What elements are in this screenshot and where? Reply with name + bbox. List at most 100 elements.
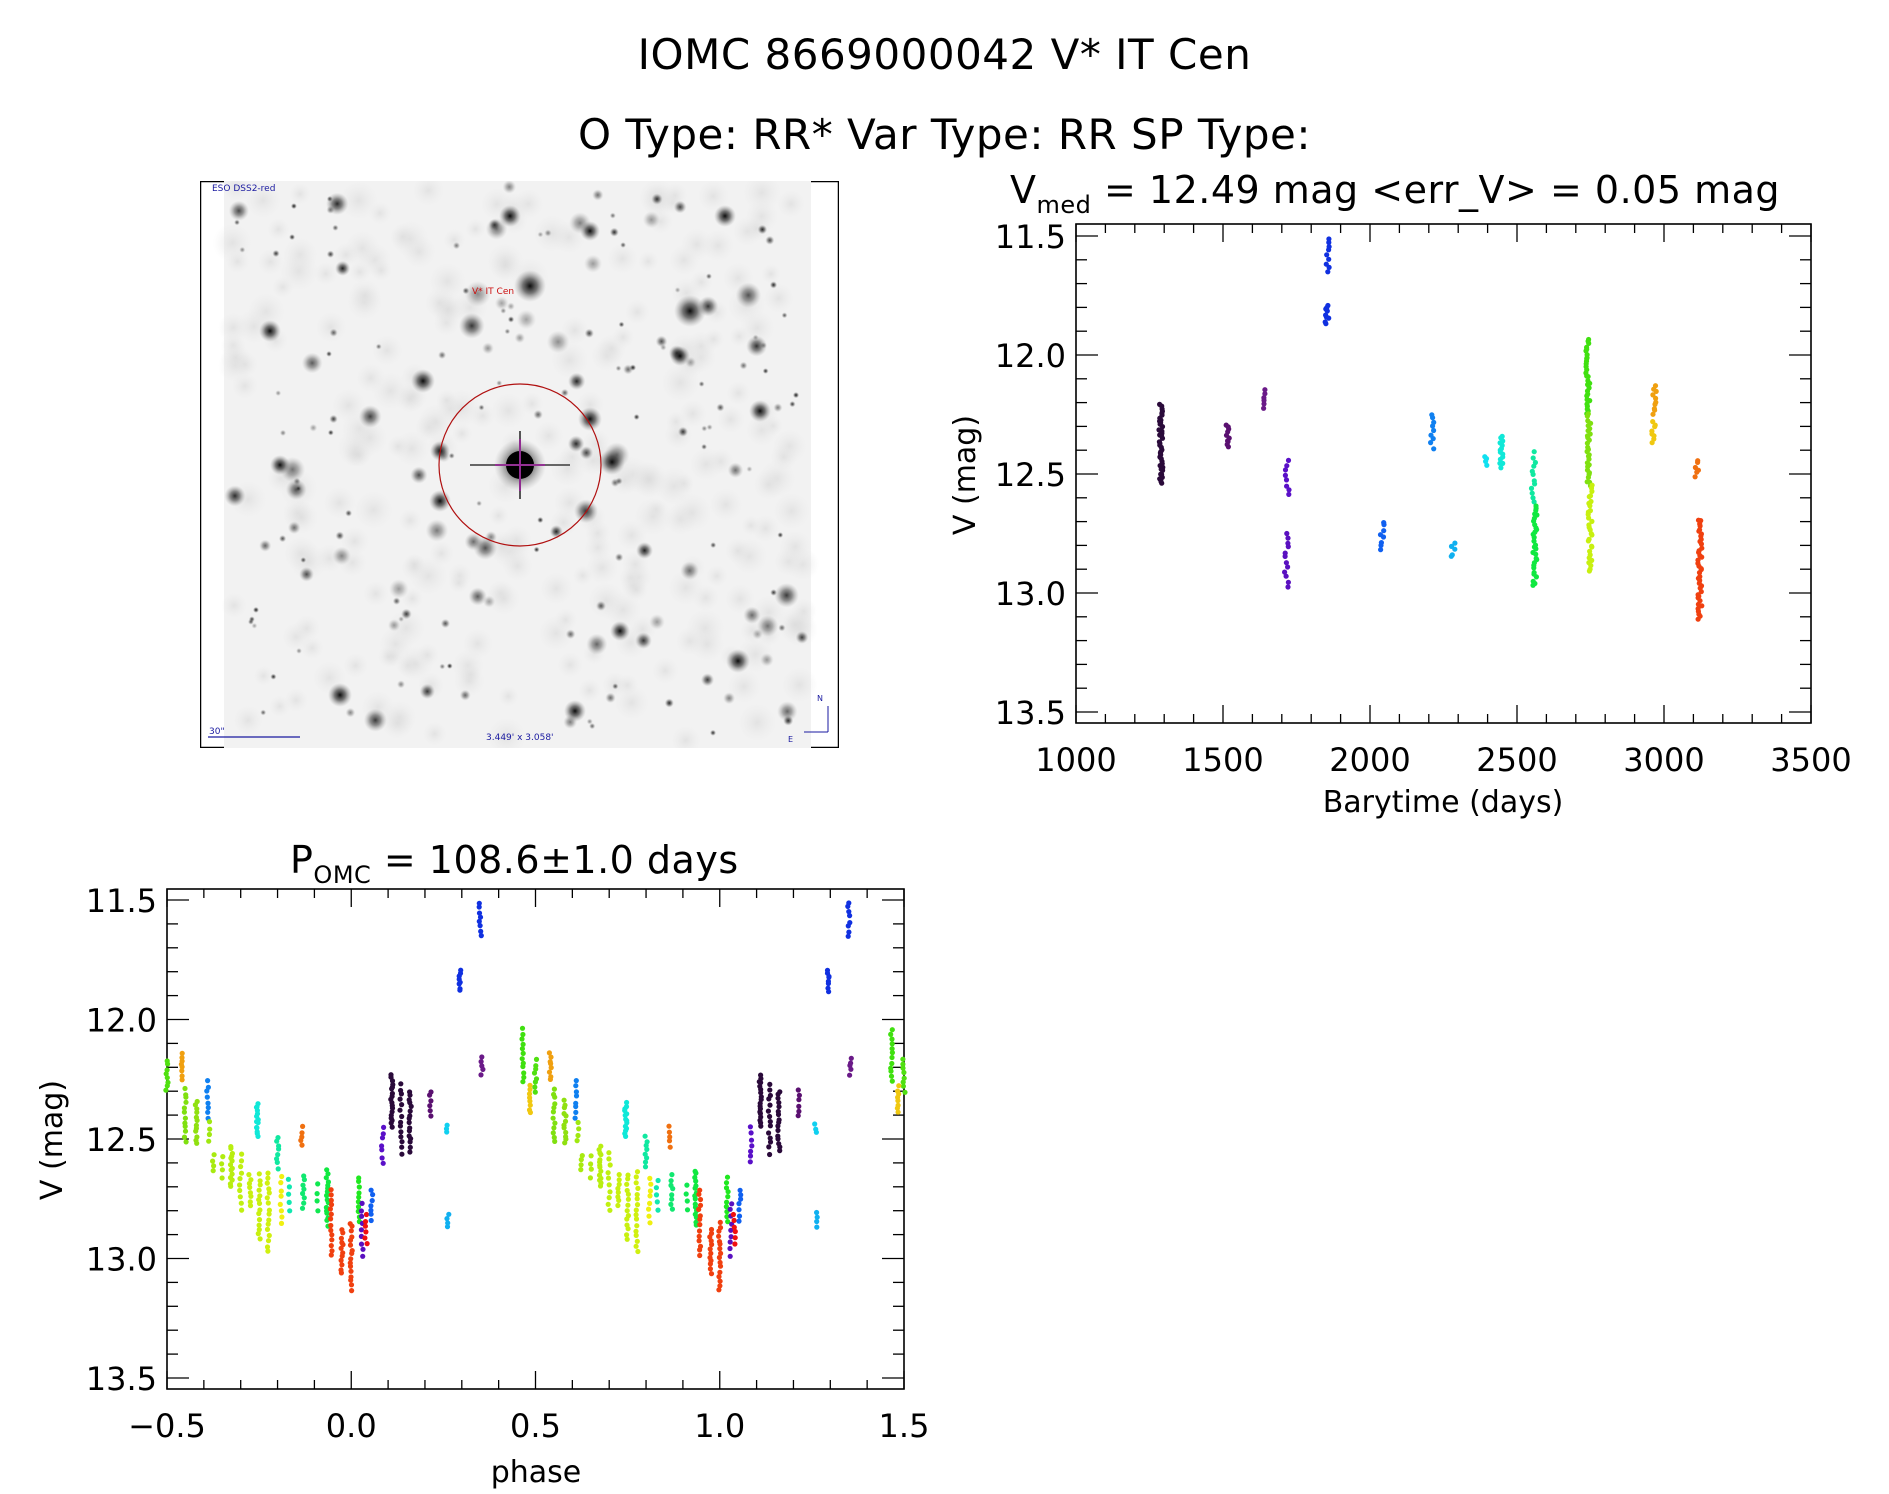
light-curve-data-point [1283,573,1289,579]
phase-curve-data-point [338,1235,344,1241]
phase-curve-data-point [278,1180,284,1186]
east-label: E [788,735,793,744]
phase-curve-data-point [368,1207,374,1213]
phase-curve-data-point [182,1120,188,1126]
light-curve-data-point [1157,421,1163,427]
phase-curve-data-point [266,1190,272,1196]
phase-curve-data-point [229,1171,235,1177]
phase-curve-data-point [598,1152,604,1158]
light-curve-data-point [1500,460,1506,466]
phase-curve-data-point [644,1155,650,1161]
light-curve-data-point [1649,431,1655,437]
phase-curve-data-point [266,1232,272,1239]
phase-curve-data-point [364,1241,370,1247]
phase-curve-data-point [254,1119,260,1125]
sky-background-blob [267,218,290,241]
phase-curve-data-point [347,1237,354,1243]
phase-curve-data-point [717,1283,723,1289]
phase-curve-data-point [325,1171,331,1177]
light-curve-data-point [1584,479,1590,485]
light-curve-data-point [1584,397,1590,403]
phase-curve-data-point [389,1090,395,1097]
phase-curve-data-point [623,1128,629,1134]
phase-curve-data-point [624,1216,630,1222]
sky-background-blob [611,325,635,349]
star [664,698,674,708]
light-curve-data-point [1156,439,1162,445]
sky-background-blob [257,248,284,276]
star [502,181,517,194]
sky-background-blob [395,384,424,414]
phase-curve-data-point [349,1223,355,1229]
phase-curve-data-point [476,910,483,916]
phase-curve-data-point [895,1109,901,1115]
phase-curve-data-point [247,1203,254,1209]
phase-curve-data-point [693,1170,699,1176]
phase-curve-data-point [767,1123,774,1129]
phase-curve-data-point [340,1242,346,1248]
phase-curve-data-point [339,1253,345,1259]
light-curve-data-point [1159,424,1166,430]
phase-curve-data-point [444,1129,450,1135]
light-curve-data-point [1159,458,1165,464]
sky-background-blob [490,392,527,429]
light-curve-data-point [1286,487,1292,493]
phase-curve-data-point [276,1146,282,1152]
phase-curve-data-point [314,1191,320,1197]
phase-curve-data-point [532,1084,538,1090]
star [270,673,277,680]
phase-curve-data-point [301,1177,307,1183]
phase-curve-data-point [533,1056,540,1062]
phase-curve-data-point [527,1098,533,1104]
phase-curve-data-point [767,1119,773,1125]
star [329,328,338,337]
light-curve-data-point [1283,560,1289,566]
star [387,619,401,632]
light-curve-data-point [1695,575,1701,581]
sky-background-blob [452,665,486,698]
phase-curve-data-point [889,1054,895,1061]
light-curve-points [1156,236,1705,622]
phase-curve-data-point [314,1198,320,1204]
phase-curve-data-point [227,1162,234,1168]
star [746,466,753,473]
sky-background-blob [520,392,544,416]
phase-curve-data-point [275,1166,281,1172]
sky-background-blob [271,276,294,299]
phase-curve-data-point [747,1124,754,1130]
light-curve-data-point [1261,395,1267,401]
light-curve-data-point [1697,574,1703,580]
light-curve-data-point [1323,312,1329,318]
star [252,606,260,613]
light-curve-data-point [1158,417,1164,423]
light-curve-data-point [1532,529,1538,535]
light-curve-data-point [1584,467,1591,473]
phase-curve-data-point [776,1104,782,1110]
phase-curve-data-point [220,1154,226,1160]
phase-curve-y-tick-label: 12.0 [86,1002,157,1040]
phase-curve-data-point [398,1119,404,1125]
bright-star [749,400,771,422]
phase-curve-data-point [573,1089,580,1095]
phase-curve-y-tick-label: 13.0 [86,1241,157,1279]
phase-curve-data-point [520,1060,526,1066]
sky-background-blob [428,540,455,567]
star [279,429,287,437]
star [289,234,296,241]
phase-curve-data-point [709,1241,715,1248]
phase-curve-data-point [298,1137,304,1143]
phase-curve-data-point [255,1133,261,1139]
light-curve-data-point [1157,463,1163,469]
phase-curve-data-point [765,1108,772,1114]
phase-curve-data-point [767,1135,773,1141]
phase-curve-data-point [697,1243,704,1249]
phase-curve-data-point [256,1217,263,1223]
sky-background-blob [502,550,533,582]
phase-curve-data-point [716,1228,722,1234]
phase-curve-data-point [427,1108,433,1114]
light-curve-data-point [1159,410,1165,416]
phase-curve-data-point [547,1076,554,1082]
phase-curve-data-point [767,1081,773,1087]
sky-background-blob [244,182,282,219]
sky-background-blob [362,580,389,607]
